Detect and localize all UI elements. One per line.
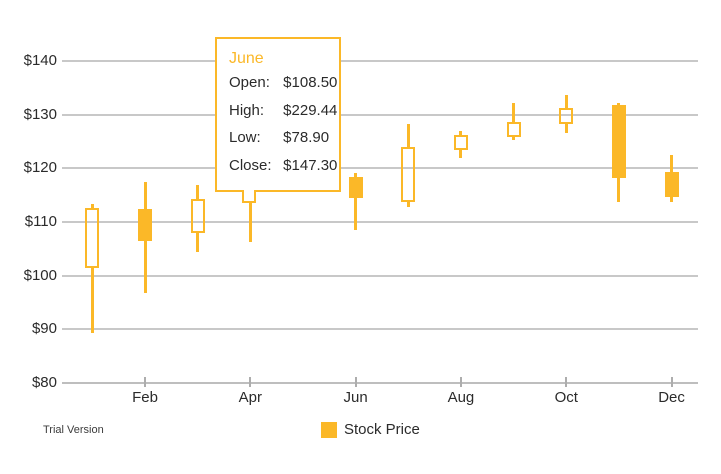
candle-body [401,146,416,203]
x-axis-label: Apr [238,389,263,406]
tooltip-close-value: $147.30 [283,156,338,174]
gridline [62,113,698,116]
candle-body [664,172,679,197]
tooltip-row-close: Close: $147.30 [217,152,339,180]
candle-upper-wick [670,155,674,173]
gridline [62,274,698,277]
tooltip-title: June [229,50,264,67]
legend-item-stock-price[interactable]: Stock Price [321,422,420,438]
tooltip: June Open: $108.50 High: $229.44 Low: $7… [215,37,341,192]
gridline [62,221,698,223]
candle-body [559,108,574,124]
y-axis-label: $140 [23,52,57,69]
candle-lower-wick [143,240,147,294]
candle-body [453,135,468,151]
y-axis-label: $80 [31,374,57,391]
candle-lower-wick [670,196,674,202]
x-axis-label: Oct [554,389,578,406]
x-axis-label: Feb [132,389,158,406]
gridline [62,328,698,331]
trial-version-watermark: Trial Version [43,424,104,436]
x-axis-tick [144,377,147,387]
y-axis-label: $100 [23,266,57,284]
legend-label: Stock Price [344,421,420,438]
candle-upper-wick [459,130,463,136]
candle-upper-wick [90,204,94,209]
candle-lower-wick [90,267,94,333]
gridline [62,60,698,62]
tooltip-row-high: High: $229.44 [217,97,339,125]
candle-upper-wick [512,103,516,123]
tooltip-close-label: Close: [229,156,272,174]
candle-upper-wick [196,184,200,199]
tooltip-row-low: Low: $78.90 [217,124,339,152]
x-axis-label: Dec [658,389,685,406]
candle-body [138,209,153,241]
tooltip-low-label: Low: [229,129,261,146]
candle-upper-wick [564,94,568,109]
x-axis-tick [565,377,568,387]
candle-lower-wick [564,123,568,133]
tooltip-high-value: $229.44 [283,101,338,119]
candle-lower-wick [248,184,252,242]
x-axis-label: Jun [343,389,368,406]
candle-body [506,122,521,138]
tooltip-open-value: $108.50 [283,74,338,91]
candle-upper-wick [354,173,358,177]
candle-lower-wick [354,197,358,231]
candle-body [611,105,626,178]
candle-lower-wick [406,202,410,207]
tooltip-high-label: High: [229,101,265,119]
x-axis-tick [670,377,673,387]
tooltip-low-value: $78.90 [283,129,330,146]
candle-body [348,176,363,198]
candle-lower-wick [196,232,200,253]
candle-lower-wick [459,150,463,159]
x-axis-tick [354,377,357,387]
candle-body [85,208,100,268]
gridline [62,167,698,170]
x-axis-tick [249,377,252,387]
candle-body [190,198,205,233]
candle-lower-wick [617,177,621,203]
candle-upper-wick [406,123,410,147]
tooltip-open-label: Open: [229,74,270,91]
y-axis-label: $120 [23,159,57,177]
candle-upper-wick [617,103,621,105]
x-axis-label: Aug [447,389,475,406]
tooltip-pointer [242,190,256,203]
x-axis-line [62,382,698,384]
y-axis-label: $130 [23,105,57,123]
tooltip-row-open: Open: $108.50 [217,69,339,97]
legend-swatch-icon [321,422,337,438]
candle-lower-wick [512,137,516,140]
candle-upper-wick [143,181,147,210]
x-axis-tick [459,377,462,387]
y-axis-label: $110 [24,213,57,230]
y-axis-label: $90 [31,320,57,338]
